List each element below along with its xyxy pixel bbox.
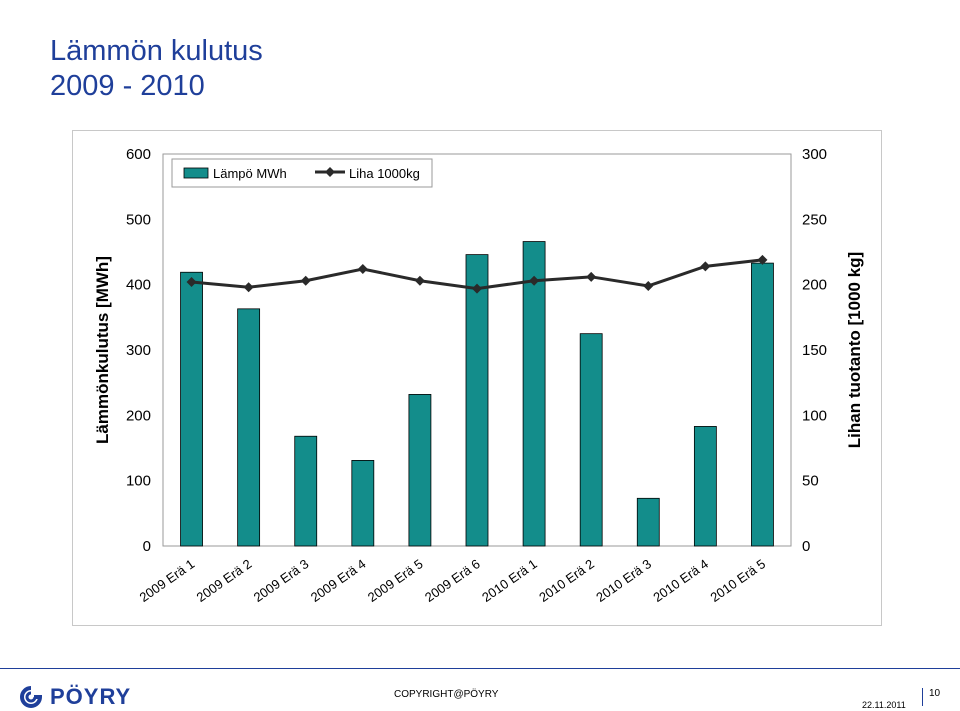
x-tick-label: 2010 Erä 4 <box>650 556 711 605</box>
x-tick-label: 2010 Erä 2 <box>536 556 597 605</box>
line-point <box>243 282 254 293</box>
bar <box>636 497 660 547</box>
footer-logo: PÖYRY <box>18 684 131 710</box>
y2-axis-title: Lihan tuotanto [1000 kg] <box>845 252 864 448</box>
line-point <box>357 263 368 274</box>
x-tick-label: 2010 Erä 1 <box>479 556 540 605</box>
bar <box>465 254 489 547</box>
combo-chart: 0 100 200 300 400 500 600 0 50 100 150 200 250 300 Läm… <box>93 146 864 605</box>
footer-divider <box>0 668 960 669</box>
y2-tick-label: 50 <box>802 473 819 490</box>
y-tick-label: 600 <box>126 146 151 163</box>
line-point <box>472 283 482 294</box>
bar <box>579 333 603 547</box>
y-axis-title: Lämmönkulutus [MWh] <box>93 256 112 444</box>
x-tick-label: 2009 Erä 3 <box>251 556 312 605</box>
x-tick-label: 2009 Erä 1 <box>137 556 198 605</box>
logo-text: PÖYRY <box>50 684 132 709</box>
line-point <box>186 277 197 288</box>
y2-tick-label: 0 <box>802 538 810 555</box>
poyry-logo-icon <box>20 686 43 708</box>
legend-label-line: Liha 1000kg <box>349 166 420 181</box>
legend-line-marker <box>325 167 335 177</box>
bar <box>294 435 318 547</box>
line-point <box>586 271 597 282</box>
bar <box>408 394 432 547</box>
legend-box <box>171 158 433 188</box>
x-tick-label: 2009 Erä 6 <box>422 556 483 605</box>
y-tick-label: 500 <box>126 211 151 228</box>
title-line-1: Lämmön kulutus <box>50 35 263 67</box>
bar <box>751 262 774 547</box>
page-number: 10 <box>922 688 951 706</box>
x-tick-label: 2010 Erä 3 <box>593 556 654 605</box>
y-tick-label: 100 <box>126 473 151 490</box>
x-tick-label: 2009 Erä 2 <box>194 556 255 605</box>
line-point <box>300 275 311 286</box>
y2-tick-label: 200 <box>802 277 827 294</box>
y-tick-label: 400 <box>126 277 151 294</box>
line-point <box>757 254 768 265</box>
legend-bar-swatch <box>183 167 209 179</box>
slide-title: Lämmön kulutus 2009 - 2010 <box>50 34 263 104</box>
line-point <box>700 261 711 272</box>
x-tick-label: 2009 Erä 4 <box>308 556 369 605</box>
x-tick-label: 2009 Erä 5 <box>365 556 426 605</box>
copyright-text: COPYRIGHT@PÖYRY <box>394 689 499 700</box>
bar <box>693 426 717 547</box>
y2-tick-label: 100 <box>802 407 827 424</box>
y-tick-label: 300 <box>126 342 151 359</box>
footer-date: 22.11.2011 <box>862 700 906 710</box>
chart-frame: 0 100 200 300 400 500 600 0 50 100 150 200 250 300 Läm… <box>72 130 882 626</box>
y-tick-label: 0 <box>143 538 151 555</box>
line-point <box>414 275 425 286</box>
bar <box>351 460 375 547</box>
title-line-2: 2009 - 2010 <box>50 70 205 102</box>
line-point <box>529 275 540 286</box>
x-tick-label: 2010 Erä 5 <box>707 556 768 605</box>
y-tick-label: 200 <box>126 407 151 424</box>
bar <box>522 241 546 547</box>
y2-tick-label: 300 <box>802 146 827 163</box>
line-point <box>643 280 654 291</box>
y2-tick-label: 150 <box>802 342 827 359</box>
bar <box>180 271 203 547</box>
bar <box>237 308 261 547</box>
legend-label-bars: Lämpö MWh <box>213 166 287 181</box>
y2-tick-label: 250 <box>802 211 827 228</box>
